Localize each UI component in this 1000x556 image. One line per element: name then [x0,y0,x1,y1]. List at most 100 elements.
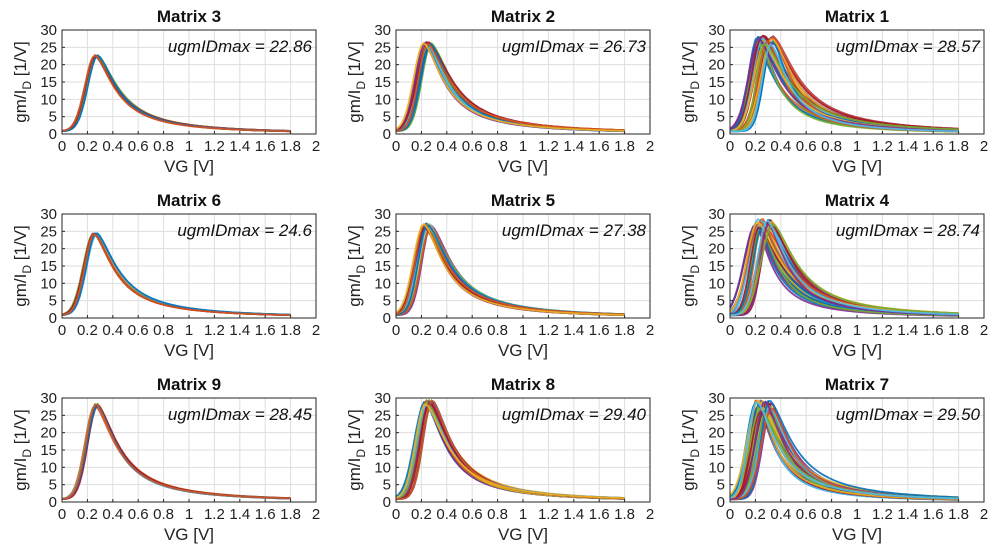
y-tick-label: 0 [717,494,725,511]
x-tick-label: 0.8 [487,322,508,339]
x-tick-label: 0 [58,322,66,339]
y-tick-label: 25 [40,223,57,240]
x-tick-label: 0.2 [745,138,766,155]
x-tick-label: 1.8 [280,138,301,155]
subplot-5: 0 0.2 0.4 0.6 0.8 1 1.2 1.4 1.6 1.8 2051015202530M… [345,191,654,360]
x-tick-label: 1.4 [897,322,918,339]
subplot-3: 0 0.2 0.4 0.6 0.8 1 1.2 1.4 1.6 1.8 2051015202530M… [679,7,988,176]
x-tick-label: 1.4 [897,506,918,523]
x-tick-label: 0.4 [770,506,791,523]
subplot-title: Matrix 2 [491,7,555,26]
data-series-line [729,223,959,316]
y-tick-label: 20 [40,425,57,442]
x-tick-label: 2 [646,322,654,339]
x-tick-label: 1.4 [229,506,250,523]
y-tick-label: 30 [708,206,725,223]
y-tick-label: 5 [49,477,57,494]
y-tick-label: 15 [708,442,725,459]
y-tick-label: 20 [374,425,391,442]
x-axis-label: VG [V] [164,157,214,176]
subplot-1: 0 0.2 0.4 0.6 0.8 1 1.2 1.4 1.6 1.8 2051015202530M… [11,7,320,176]
y-tick-label: 15 [374,442,391,459]
x-tick-label: 1 [853,322,861,339]
x-tick-label: 0.6 [462,138,483,155]
x-tick-label: 2 [312,506,320,523]
x-axis-label: VG [V] [832,341,882,360]
x-tick-label: 1.2 [204,138,225,155]
subplot-2: 0 0.2 0.4 0.6 0.8 1 1.2 1.4 1.6 1.8 2051015202530M… [345,7,654,176]
x-tick-label: 0 [726,506,734,523]
y-tick-label: 15 [708,258,725,275]
x-tick-label: 0.8 [153,138,174,155]
x-tick-label: 1.2 [872,322,893,339]
data-series-line [729,219,959,317]
data-series-line [395,222,625,316]
y-tick-label: 20 [708,425,725,442]
x-tick-label: 0 [726,138,734,155]
x-tick-label: 1.4 [897,138,918,155]
x-tick-label: 2 [646,138,654,155]
y-axis-label: gm/ID [1/V] [11,409,34,490]
peak-annotation: ugmIDmax = 28.57 [836,37,981,56]
y-tick-label: 5 [717,477,725,494]
x-tick-label: 1.8 [948,322,969,339]
x-tick-label: 0.8 [487,506,508,523]
data-series-line [729,401,959,500]
x-tick-label: 1 [185,506,193,523]
x-tick-label: 1 [519,322,527,339]
subplot-7: 0 0.2 0.4 0.6 0.8 1 1.2 1.4 1.6 1.8 2051015202530M… [11,375,320,544]
y-axis-label: gm/ID [1/V] [345,41,368,122]
x-tick-label: 0.2 [77,138,98,155]
y-tick-label: 20 [374,57,391,74]
y-axis-label: gm/ID [1/V] [345,225,368,306]
x-tick-label: 0.6 [796,506,817,523]
peak-annotation: ugmIDmax = 29.40 [502,405,647,424]
x-tick-label: 1.6 [923,138,944,155]
y-tick-label: 25 [708,223,725,240]
x-tick-label: 1 [853,506,861,523]
x-tick-label: 0 [392,506,400,523]
x-tick-label: 0 [58,506,66,523]
x-tick-label: 1.6 [255,506,276,523]
y-tick-label: 5 [383,477,391,494]
subplot-title: Matrix 9 [157,375,221,394]
x-tick-label: 1.8 [280,506,301,523]
x-axis-label: VG [V] [832,525,882,544]
y-tick-label: 30 [40,390,57,407]
data-series-line [730,43,959,133]
x-tick-label: 0.8 [821,506,842,523]
x-tick-label: 2 [646,506,654,523]
x-tick-label: 0.2 [745,322,766,339]
x-axis-label: VG [V] [498,157,548,176]
y-tick-label: 20 [708,57,725,74]
x-tick-label: 1.2 [872,506,893,523]
x-tick-label: 0.8 [487,138,508,155]
subplot-8: 0 0.2 0.4 0.6 0.8 1 1.2 1.4 1.6 1.8 2051015202530M… [345,375,654,544]
x-tick-label: 1.8 [948,506,969,523]
peak-annotation: ugmIDmax = 22.86 [168,37,313,56]
x-tick-label: 0.4 [436,322,457,339]
data-series-line [61,233,291,316]
y-tick-label: 10 [374,91,391,108]
y-tick-label: 0 [717,126,725,143]
y-tick-label: 0 [49,494,57,511]
x-tick-label: 1.2 [538,322,559,339]
x-tick-label: 1.4 [563,506,584,523]
x-tick-label: 0.6 [462,322,483,339]
x-axis-label: VG [V] [164,341,214,360]
x-tick-label: 1.6 [923,506,944,523]
y-tick-label: 30 [374,206,391,223]
y-tick-label: 25 [708,39,725,56]
x-tick-label: 0.2 [77,506,98,523]
subplot-9: 0 0.2 0.4 0.6 0.8 1 1.2 1.4 1.6 1.8 2051015202530M… [679,375,988,544]
peak-annotation: ugmIDmax = 24.6 [177,221,312,240]
y-tick-label: 10 [40,275,57,292]
y-tick-label: 15 [708,74,725,91]
x-tick-label: 0.2 [745,506,766,523]
x-tick-label: 1.4 [229,138,250,155]
x-tick-label: 1.6 [255,138,276,155]
data-series-line [61,403,291,500]
x-tick-label: 0.8 [153,322,174,339]
y-tick-label: 5 [717,293,725,310]
x-tick-label: 2 [312,138,320,155]
